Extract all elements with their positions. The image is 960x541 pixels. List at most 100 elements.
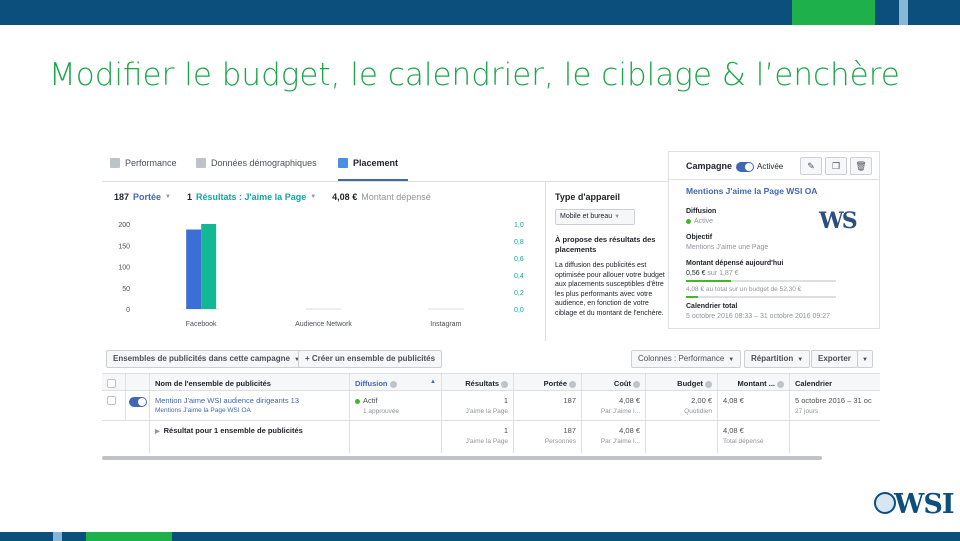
campaign-name[interactable]: Mentions J'aime la Page WSI OA xyxy=(686,186,818,196)
ads-manager-screenshot: Performance Données démographiques Place… xyxy=(102,148,880,462)
campaign-name-link[interactable]: Mentions J'aime la Page WSI OA xyxy=(155,407,251,414)
campaign-toggle[interactable] xyxy=(736,162,754,172)
total-budget-bar xyxy=(686,296,836,298)
adsets-dropdown-button[interactable]: Ensembles de publicités dans cette campa… xyxy=(106,350,307,368)
table-toolbar: Ensembles de publicités dans cette campa… xyxy=(102,350,880,370)
tabs-divider xyxy=(102,181,668,182)
campaign-status: Activée xyxy=(757,162,784,171)
diffusion-value: Active xyxy=(686,218,713,225)
header-name[interactable]: Nom de l'ensemble de publicités xyxy=(150,374,350,390)
info-icon xyxy=(389,380,397,388)
expand-arrow-icon: ▶ xyxy=(155,429,160,435)
diffusion-sub: 1 approuvée xyxy=(363,408,400,415)
tab-label: Données démographiques xyxy=(211,158,317,168)
calendar-label: Calendrier total xyxy=(686,303,738,310)
status-dot-icon xyxy=(686,218,691,224)
export-options-button[interactable]: ▼ xyxy=(857,350,873,368)
sort-asc-icon: ▲ xyxy=(430,379,436,385)
create-adset-button[interactable]: + Créer un ensemble de publicités xyxy=(298,350,443,368)
spent-label: Montant dépensé xyxy=(361,192,431,202)
chevron-down-icon: ▼ xyxy=(614,214,621,220)
globe-icon xyxy=(874,492,896,514)
table-row[interactable]: Mention J'aime WSI audience dirigeants 1… xyxy=(102,391,880,421)
y-left-tick-label: 50 xyxy=(122,286,130,293)
columns-dropdown-button[interactable]: Colonnes : Performance ▼ xyxy=(631,350,742,368)
total-budget-fill xyxy=(686,296,698,298)
tab-performance[interactable]: Performance xyxy=(110,158,177,168)
chevron-down-icon: ▼ xyxy=(797,357,804,363)
device-select[interactable]: Mobile et bureau ▼ xyxy=(555,209,635,225)
summary-reach-cell: 187 Personnes xyxy=(514,421,582,453)
spent-today-fill xyxy=(686,280,731,282)
reach-selector[interactable]: Portée xyxy=(133,192,162,202)
edit-button[interactable]: ✎ xyxy=(800,157,822,175)
header-budget[interactable]: Budget xyxy=(646,374,718,390)
header-spent-label: Montant ... xyxy=(737,379,776,388)
summary-diffusion-cell xyxy=(350,421,442,453)
row-budget-cell: 2,00 € Quotidien xyxy=(646,391,718,420)
summary-spent: 4,08 € xyxy=(723,426,744,435)
summary-results-cell: 1 J'aime la Page xyxy=(442,421,514,453)
duplicate-icon: ❐ xyxy=(831,161,841,171)
adsets-label: Ensembles de publicités dans cette campa… xyxy=(113,354,290,363)
spent-today-value: 0,56 € sur 1,87 € xyxy=(686,270,739,277)
plus-icon: + xyxy=(305,354,310,363)
tab-label: Performance xyxy=(125,158,177,168)
adset-name-link[interactable]: Mention J'aime WSI audience dirigeants 1… xyxy=(155,396,300,405)
duplicate-button[interactable]: ❐ xyxy=(825,157,847,175)
header-results[interactable]: Résultats xyxy=(442,374,514,390)
about-text: La diffusion des publicités est optimisé… xyxy=(555,262,665,317)
row-cost-cell: 4,08 € Par J'aime l... xyxy=(582,391,646,420)
pencil-icon: ✎ xyxy=(807,161,815,171)
export-button[interactable]: Exporter xyxy=(811,350,858,368)
active-tab-indicator xyxy=(338,179,408,181)
table-header-row: Nom de l'ensemble de publicités Diffusio… xyxy=(102,373,880,391)
header-cost-label: Coût xyxy=(613,379,631,388)
top-banner xyxy=(0,0,960,25)
campaign-label: Campagne xyxy=(686,161,733,171)
row-name-cell: Mention J'aime WSI audience dirigeants 1… xyxy=(150,391,350,420)
header-budget-label: Budget xyxy=(677,379,703,388)
row-diffusion-cell: Actif 1 approuvée xyxy=(350,391,442,420)
delete-button[interactable]: 🗑 xyxy=(850,157,872,175)
y-right-tick-label: 0,8 xyxy=(514,239,524,246)
reach-value: 187 xyxy=(563,396,576,405)
summary-results: 1 xyxy=(503,426,508,435)
spent-today-amount: 0,56 € xyxy=(686,270,706,277)
summary-label: Résultat pour 1 ensemble de publicités xyxy=(163,426,303,435)
breakdown-dropdown-button[interactable]: Répartition ▼ xyxy=(744,350,811,368)
summary-reach-sub: Personnes xyxy=(544,438,576,445)
y-left-tick-label: 200 xyxy=(118,222,130,229)
chevron-down-icon: ▼ xyxy=(310,194,317,200)
header-spent[interactable]: Montant ... xyxy=(718,374,790,390)
bar-chart-icon xyxy=(110,158,120,168)
y-left-tick-label: 0 xyxy=(126,307,130,314)
header-reach[interactable]: Portée xyxy=(514,374,582,390)
y-right-tick-label: 1,0 xyxy=(514,222,524,229)
total-budget-text: 4,08 € au total sur un budget de 52,30 € xyxy=(686,286,802,293)
header-diffusion[interactable]: Diffusion ▲ xyxy=(350,374,442,390)
row-reach-cell: 187 xyxy=(514,391,582,420)
spent-value: 4,08 € xyxy=(723,396,744,405)
horizontal-scrollbar[interactable] xyxy=(102,456,822,460)
device-title: Type d'appareil xyxy=(555,192,620,202)
tab-placement[interactable]: Placement xyxy=(338,158,398,168)
budget-sub: Quotidien xyxy=(684,408,712,415)
header-cost[interactable]: Coût xyxy=(582,374,646,390)
select-all-checkbox[interactable] xyxy=(107,379,116,388)
header-toggle-cell xyxy=(126,374,150,390)
about-title: À propose des résultats des placements xyxy=(555,235,656,254)
diffusion-status-text: Actif xyxy=(363,396,378,405)
results-selector[interactable]: Résultats : J'aime la Page xyxy=(196,192,307,202)
row-checkbox-cell xyxy=(102,391,126,420)
placement-chart: 200 150 100 50 0 1,0 0,8 0,6 0,4 0,2 0,0 Facebook Au… xyxy=(118,222,524,328)
adset-toggle[interactable] xyxy=(129,397,147,407)
placement-icon xyxy=(338,158,348,168)
summary-cost-sub: Par J'aime l... xyxy=(600,438,640,445)
summary-label-cell[interactable]: ▶ Résultat pour 1 ensemble de publicités xyxy=(150,421,350,453)
row-checkbox[interactable] xyxy=(107,396,116,405)
header-calendar[interactable]: Calendrier xyxy=(790,374,880,390)
wsi-logo-text: WSI xyxy=(894,489,954,520)
cost-sub: Par J'aime l... xyxy=(600,408,640,415)
tab-demographics[interactable]: Données démographiques xyxy=(196,158,317,168)
